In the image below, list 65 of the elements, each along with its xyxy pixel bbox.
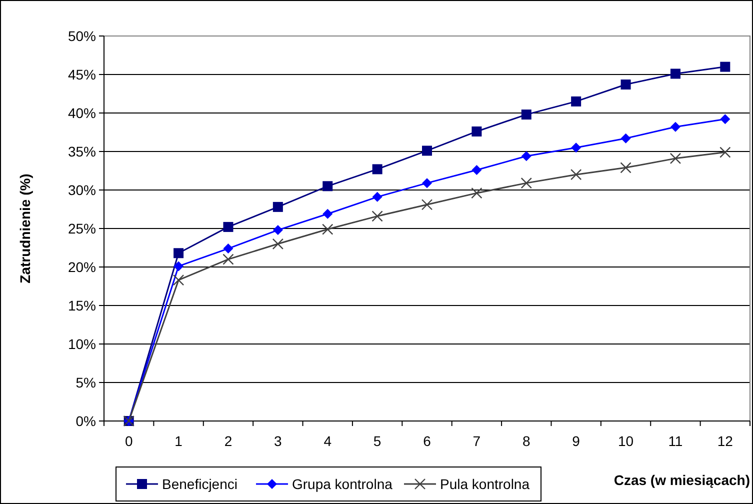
y-tick-label: 15%	[68, 297, 96, 314]
x-axis-title: Czas (w miesiącach)	[614, 472, 750, 488]
point	[422, 178, 432, 188]
x-tick-label: 2	[224, 433, 232, 449]
point	[223, 222, 234, 232]
x-tick-label: 5	[373, 433, 382, 449]
point	[422, 146, 432, 156]
point	[720, 114, 730, 124]
y-tick-label: 45%	[68, 66, 96, 82]
y-tick-label: 40%	[68, 104, 96, 121]
point	[372, 192, 382, 202]
y-tick-label: 25%	[68, 220, 96, 236]
x-tick-label: 6	[423, 433, 432, 449]
point	[174, 261, 184, 272]
y-tick-label: 35%	[68, 143, 96, 160]
point	[174, 248, 184, 258]
point	[720, 146, 731, 158]
y-axis-title: Zatrudnienie (%)	[17, 174, 33, 284]
x-tick-label: 10	[618, 433, 634, 449]
y-tick-label: 0%	[76, 412, 96, 429]
point	[571, 142, 582, 153]
y-tick-label: 30%	[68, 182, 96, 198]
y-tick-label: 10%	[68, 336, 96, 352]
x-tick-label: 3	[274, 433, 282, 449]
legend-label: Pula kontrolna	[440, 476, 530, 492]
point	[472, 164, 482, 175]
point	[620, 162, 632, 174]
point	[372, 210, 383, 222]
legend-label: Beneficjenci	[162, 476, 238, 492]
point	[372, 164, 382, 174]
point	[720, 62, 730, 72]
point	[322, 224, 334, 235]
point	[322, 208, 333, 219]
point	[421, 199, 433, 210]
point	[520, 177, 532, 189]
point	[222, 254, 234, 265]
point	[620, 133, 631, 144]
x-tick-label: 11	[668, 433, 683, 449]
point	[272, 238, 284, 250]
x-tick-label: 12	[717, 433, 734, 449]
point	[571, 96, 582, 106]
x-tick-label: 4	[324, 433, 332, 449]
point	[620, 80, 631, 90]
point	[223, 244, 234, 254]
point	[670, 152, 682, 164]
legend-label: Grupa kontrolna	[292, 476, 393, 492]
point	[570, 169, 582, 180]
y-tick-label: 50%	[68, 28, 96, 44]
x-tick-label: 7	[472, 433, 481, 449]
y-tick-label: 20%	[68, 258, 96, 275]
x-tick-label: 0	[124, 433, 133, 449]
point	[670, 68, 680, 79]
point	[670, 122, 680, 132]
point	[521, 110, 532, 120]
x-tick-label: 8	[522, 433, 530, 449]
point	[521, 151, 532, 162]
point	[471, 187, 482, 199]
x-tick-label: 1	[174, 433, 183, 449]
point	[472, 126, 482, 136]
point	[272, 202, 283, 212]
point	[322, 181, 333, 192]
y-tick-label: 5%	[76, 374, 96, 390]
x-tick-label: 9	[572, 433, 580, 449]
point	[272, 225, 283, 236]
point	[172, 274, 184, 286]
